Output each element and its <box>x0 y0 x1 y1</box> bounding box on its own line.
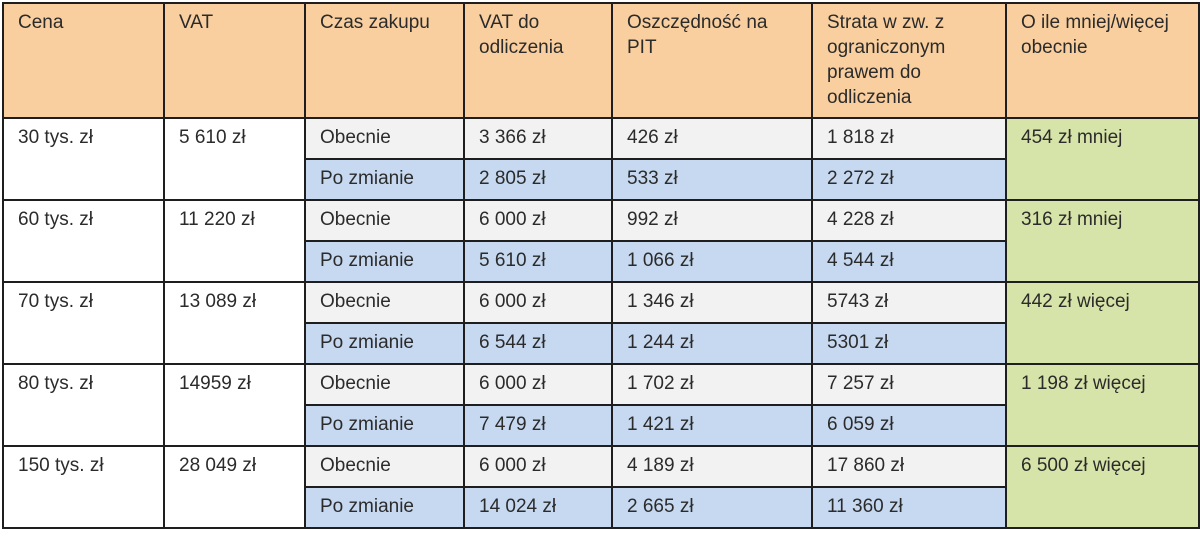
vat-odl-cell: 6 000 zł <box>463 281 613 324</box>
czas-cell: Obecnie <box>304 117 465 160</box>
vat-odl-cell: 2 805 zł <box>463 158 613 201</box>
header-cena: Cena <box>2 2 165 119</box>
header-row: Cena VAT Czas zakupu VAT do odliczenia O… <box>2 2 1200 119</box>
czas-cell: Obecnie <box>304 199 465 242</box>
vat-odl-cell: 7 479 zł <box>463 404 613 447</box>
czas-cell: Obecnie <box>304 363 465 406</box>
pit-cell: 1 421 zł <box>611 404 813 447</box>
table-row: 150 tys. zł 28 049 zł Obecnie 6 000 zł 4… <box>2 445 1200 529</box>
table-row: 70 tys. zł 13 089 zł Obecnie 6 000 zł 1 … <box>2 281 1200 365</box>
cena-cell: 150 tys. zł <box>2 445 165 529</box>
table-row: 80 tys. zł 14959 zł Obecnie 6 000 zł 1 7… <box>2 363 1200 447</box>
header-vat: VAT <box>163 2 306 119</box>
strata-cell: 6 059 zł <box>811 404 1007 447</box>
strata-cell: 7 257 zł <box>811 363 1007 406</box>
table-row: 30 tys. zł 5 610 zł Obecnie 3 366 zł 426… <box>2 117 1200 201</box>
strata-cell: 17 860 zł <box>811 445 1007 488</box>
strata-cell: 2 272 zł <box>811 158 1007 201</box>
cena-cell: 30 tys. zł <box>2 117 165 201</box>
header-roznica: O ile mniej/więcej obecnie <box>1005 2 1200 119</box>
roznica-cell: 6 500 zł więcej <box>1005 445 1200 529</box>
roznica-cell: 454 zł mniej <box>1005 117 1200 201</box>
czas-cell: Po zmianie <box>304 322 465 365</box>
header-czas-zakupu: Czas zakupu <box>304 2 465 119</box>
strata-cell: 11 360 zł <box>811 486 1007 529</box>
czas-cell: Po zmianie <box>304 486 465 529</box>
vat-cell: 5 610 zł <box>163 117 306 201</box>
vat-odl-cell: 14 024 zł <box>463 486 613 529</box>
header-oszczednosc-pit: Oszczędność na PIT <box>611 2 813 119</box>
strata-cell: 4 544 zł <box>811 240 1007 283</box>
pit-cell: 1 066 zł <box>611 240 813 283</box>
table-row: Po zmianie 5 610 zł 1 066 zł 4 544 zł <box>3 240 1199 283</box>
vat-odl-cell: 6 000 zł <box>463 445 613 488</box>
pit-cell: 992 zł <box>611 199 813 242</box>
czas-cell: Obecnie <box>304 445 465 488</box>
table-row: Po zmianie 6 544 zł 1 244 zł 5301 zł <box>3 322 1199 365</box>
cena-cell: 60 tys. zł <box>2 199 165 283</box>
vat-cell: 11 220 zł <box>163 199 306 283</box>
strata-cell: 5743 zł <box>811 281 1007 324</box>
strata-cell: 5301 zł <box>811 322 1007 365</box>
pit-cell: 2 665 zł <box>611 486 813 529</box>
pit-cell: 533 zł <box>611 158 813 201</box>
vat-odl-cell: 6 000 zł <box>463 199 613 242</box>
pit-cell: 4 189 zł <box>611 445 813 488</box>
pit-cell: 1 346 zł <box>611 281 813 324</box>
table-row: Po zmianie 2 805 zł 533 zł 2 272 zł <box>3 158 1199 201</box>
vat-odl-cell: 5 610 zł <box>463 240 613 283</box>
cena-cell: 80 tys. zł <box>2 363 165 447</box>
table-row: 60 tys. zł 11 220 zł Obecnie 6 000 zł 99… <box>2 199 1200 283</box>
vat-odl-cell: 3 366 zł <box>463 117 613 160</box>
vat-odl-cell: 6 544 zł <box>463 322 613 365</box>
vat-odl-cell: 6 000 zł <box>463 363 613 406</box>
vat-cell: 13 089 zł <box>163 281 306 365</box>
cena-cell: 70 tys. zł <box>2 281 165 365</box>
table-row: Po zmianie 7 479 zł 1 421 zł 6 059 zł <box>3 404 1199 447</box>
pit-cell: 426 zł <box>611 117 813 160</box>
czas-cell: Po zmianie <box>304 240 465 283</box>
header-strata: Strata w zw. z ograniczonym prawem do od… <box>811 2 1007 119</box>
czas-cell: Po zmianie <box>304 404 465 447</box>
table-row: Po zmianie 14 024 zł 2 665 zł 11 360 zł <box>3 486 1199 529</box>
vat-comparison-table: Cena VAT Czas zakupu VAT do odliczenia O… <box>2 2 1200 529</box>
roznica-cell: 316 zł mniej <box>1005 199 1200 283</box>
strata-cell: 4 228 zł <box>811 199 1007 242</box>
header-vat-do-odliczenia: VAT do odliczenia <box>463 2 613 119</box>
czas-cell: Po zmianie <box>304 158 465 201</box>
czas-cell: Obecnie <box>304 281 465 324</box>
roznica-cell: 442 zł więcej <box>1005 281 1200 365</box>
vat-cell: 14959 zł <box>163 363 306 447</box>
pit-cell: 1 244 zł <box>611 322 813 365</box>
roznica-cell: 1 198 zł więcej <box>1005 363 1200 447</box>
vat-cell: 28 049 zł <box>163 445 306 529</box>
pit-cell: 1 702 zł <box>611 363 813 406</box>
strata-cell: 1 818 zł <box>811 117 1007 160</box>
